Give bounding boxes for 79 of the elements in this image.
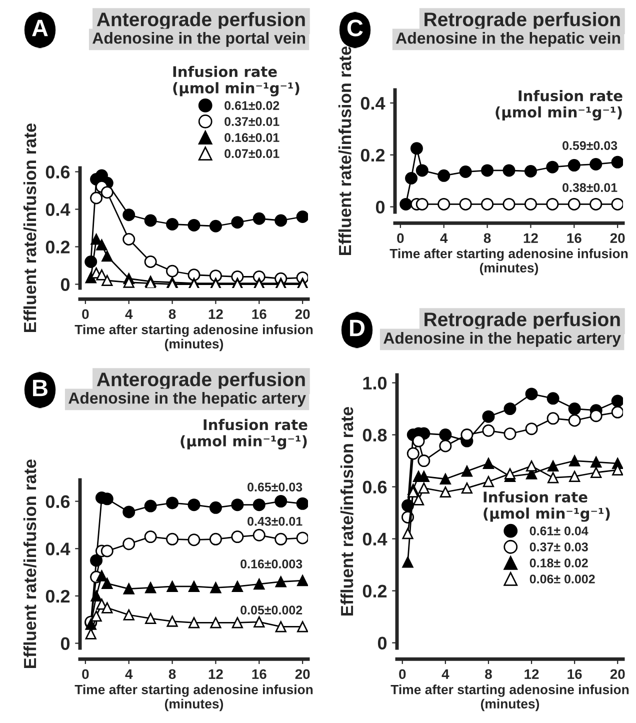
- y-tick-label: 0.2: [360, 148, 385, 162]
- x-tick-label: 12: [208, 669, 223, 679]
- x-tick-label: 20: [610, 233, 625, 244]
- text: B: [33, 380, 48, 396]
- y-tick-label: 0.8: [362, 428, 387, 442]
- y-axis-title: Effluent rate/infusion rate: [338, 46, 352, 255]
- x-tick-label: 8: [485, 669, 492, 680]
- y-tick-label: 0: [60, 637, 70, 650]
- x-tick-label: 20: [295, 669, 310, 680]
- x-tick-label: 8: [484, 233, 491, 244]
- chart-subtitle: Adenosine in the portal vein: [92, 32, 306, 47]
- series-label: 0.38±0.01: [562, 183, 618, 192]
- legend-label: 0.18± 0.02: [530, 558, 588, 568]
- y-axis-title: Effluent rate/infusion rate: [23, 123, 36, 332]
- legend-title: Infusion rate (µmol min⁻¹g⁻¹): [180, 418, 308, 450]
- legend-label: 0.61± 0.04: [530, 526, 588, 536]
- legend-label: 0.37±0.01: [224, 117, 280, 126]
- series-label: 0.43±0.01: [248, 516, 302, 526]
- x-tick-label: 8: [168, 669, 176, 680]
- y-tick-label: 0.4: [362, 532, 388, 546]
- chart-title: Anterograde perfusion: [96, 372, 305, 390]
- legend-title: Infusion rate (µmol min⁻¹g⁻¹): [496, 90, 622, 121]
- y-tick-label: 0.4: [360, 96, 386, 110]
- x-tick-label: 12: [524, 669, 539, 679]
- legend-label: 0.16±0.01: [224, 133, 280, 142]
- legend-title: Infusion rate (µmol min⁻¹g⁻¹): [173, 66, 300, 96]
- x-tick-label: 12: [524, 233, 538, 243]
- text: A: [32, 20, 48, 36]
- y-tick-label: 1.0: [363, 376, 387, 390]
- y-tick-label: 0: [60, 278, 70, 291]
- y-tick-label: 0.6: [362, 480, 387, 494]
- x-tick-label: 8: [168, 309, 176, 320]
- chart-title: Retrograde perfusion: [424, 12, 620, 30]
- x-tick-label: 20: [295, 309, 310, 320]
- x-axis-title: Time after starting adenosine infusion (minutes): [74, 684, 313, 712]
- series-label: 0.59±0.03: [562, 141, 618, 150]
- x-tick-label: 0: [397, 233, 404, 244]
- x-tick-label: 16: [252, 669, 266, 680]
- x-tick-label: 4: [125, 309, 133, 319]
- legend-label: 0.07±0.01: [224, 149, 280, 158]
- x-tick-label: 20: [610, 669, 625, 680]
- legend-label: 0.06± 0.002: [530, 574, 595, 584]
- x-tick-label: 4: [442, 669, 450, 679]
- x-axis-title: Time after starting adenosine infusion (minutes): [390, 248, 628, 276]
- chart-subtitle: Adenosine in the hepatic artery: [384, 332, 621, 347]
- series-label: 0.16±0.003: [240, 560, 302, 568]
- text: C: [347, 20, 363, 36]
- x-tick-label: 4: [125, 669, 133, 679]
- x-tick-label: 12: [208, 309, 223, 319]
- x-tick-label: 16: [568, 669, 582, 680]
- series-label: 0.05±0.002: [240, 606, 302, 615]
- y-tick-label: 0.2: [46, 590, 70, 603]
- text: D: [350, 320, 365, 336]
- y-tick-label: 0: [378, 636, 387, 650]
- y-tick-label: 0.4: [46, 203, 70, 216]
- x-tick-label: 0: [82, 669, 89, 680]
- x-tick-label: 16: [567, 233, 582, 244]
- x-tick-label: 4: [440, 233, 448, 243]
- chart-title: Retrograde perfusion: [424, 312, 620, 330]
- chart-subtitle: Adenosine in the hepatic artery: [68, 392, 306, 407]
- series-label: 0.65±0.03: [248, 482, 302, 492]
- x-tick-label: 0: [399, 669, 406, 680]
- chart-title: Anterograde perfusion: [96, 12, 305, 30]
- y-tick-label: 0.4: [46, 542, 70, 556]
- legend-label: 0.37± 0.03: [530, 542, 588, 552]
- y-tick-label: 0.6: [46, 495, 70, 508]
- x-tick-label: 16: [252, 309, 266, 320]
- y-tick-label: 0.2: [46, 240, 70, 254]
- y-axis-title: Effluent rate/infusion rate: [340, 406, 354, 616]
- y-tick-label: 0: [376, 200, 385, 214]
- chart-subtitle: Adenosine in the hepatic vein: [396, 32, 620, 47]
- legend-label: 0.61±0.02: [224, 101, 280, 110]
- legend-title: Infusion rate (µmol min⁻¹g⁻¹): [484, 491, 610, 522]
- x-axis-title: Time after starting adenosine infusion (minutes): [390, 684, 629, 712]
- x-axis-title: Time after starting adenosine infusion (minutes): [74, 324, 313, 352]
- y-axis-title: Effluent rate/infusion rate: [23, 459, 36, 668]
- x-tick-label: 0: [82, 309, 89, 320]
- y-tick-label: 0.2: [362, 584, 387, 598]
- y-tick-label: 0.6: [46, 166, 70, 178]
